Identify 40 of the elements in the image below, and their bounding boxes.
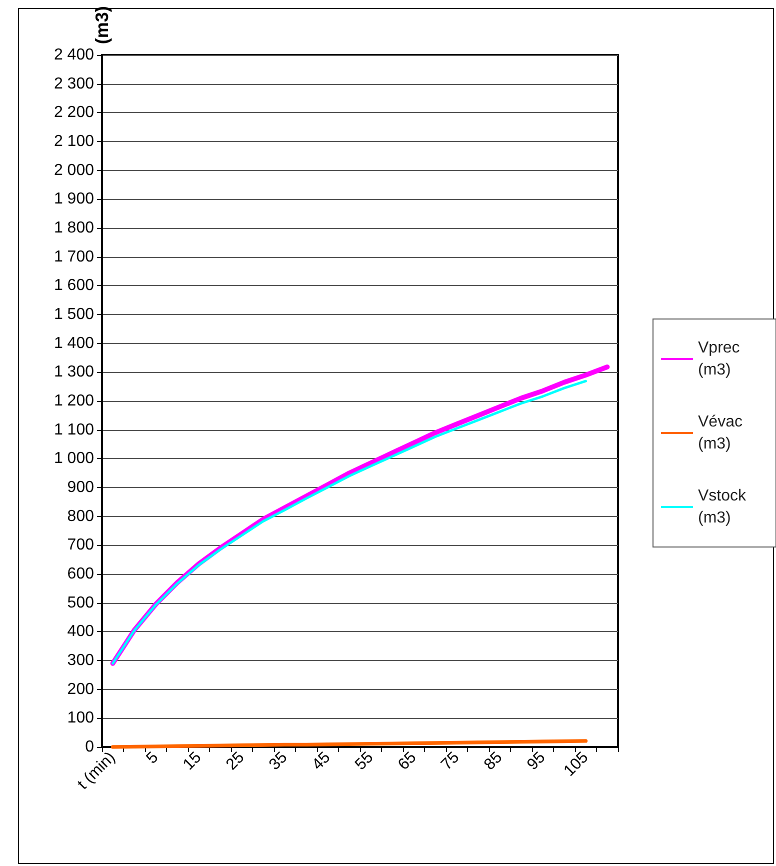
y-tick-label: 2 400 bbox=[54, 46, 94, 64]
x-tick-label: 75 bbox=[438, 748, 463, 774]
x-tick-label: 45 bbox=[309, 748, 334, 774]
x-tick-label: 55 bbox=[352, 748, 377, 774]
y-tick-label: 1 600 bbox=[54, 277, 94, 294]
y-tick-label: 1 300 bbox=[54, 364, 94, 381]
y-tick-label: 700 bbox=[67, 536, 94, 554]
y-tick-label: 1 700 bbox=[54, 248, 94, 266]
x-tick-label: 95 bbox=[524, 748, 549, 774]
y-tick-label: 1 000 bbox=[54, 450, 94, 468]
x-tick-label: 25 bbox=[223, 748, 248, 774]
x-tick-label: 65 bbox=[395, 748, 420, 774]
x-tick-label: 35 bbox=[266, 748, 291, 774]
y-tick-label: 2 100 bbox=[54, 133, 94, 150]
y-tick-label: 1 900 bbox=[54, 190, 94, 208]
y-tick-label: 300 bbox=[67, 652, 94, 669]
y-tick-label: 2 300 bbox=[54, 75, 94, 92]
y-tick-label: 600 bbox=[67, 566, 94, 582]
y-tick-label: 900 bbox=[67, 479, 94, 496]
y-tick-label: 1 400 bbox=[54, 334, 94, 352]
y-tick-label: 1 200 bbox=[54, 392, 94, 410]
y-tick-label: 1 100 bbox=[54, 421, 94, 438]
x-tick-label: 5 bbox=[143, 748, 162, 768]
x-tick-label: 105 bbox=[560, 748, 592, 780]
legend-label: Vstock (m3) bbox=[698, 488, 750, 526]
y-tick-label: 200 bbox=[67, 680, 94, 698]
y-tick-label: 800 bbox=[67, 508, 94, 525]
x-tick-label: 15 bbox=[180, 748, 205, 774]
y-tick-label: 1 800 bbox=[54, 220, 94, 236]
y-tick-label: 1 500 bbox=[54, 306, 94, 323]
y-tick-label: 100 bbox=[67, 710, 94, 727]
y-tick-label: 400 bbox=[67, 623, 94, 640]
y-tick-label: 2 000 bbox=[54, 162, 94, 179]
y-tick-label: 0 bbox=[85, 738, 94, 756]
y-tick-label: 500 bbox=[67, 594, 94, 612]
legend-label: Vévac (m3) bbox=[698, 414, 747, 452]
y-tick-label: 2 200 bbox=[54, 104, 94, 122]
x-tick-label: 85 bbox=[481, 748, 506, 774]
legend-label: Vprec (m3) bbox=[698, 340, 744, 378]
line-series bbox=[110, 739, 588, 749]
